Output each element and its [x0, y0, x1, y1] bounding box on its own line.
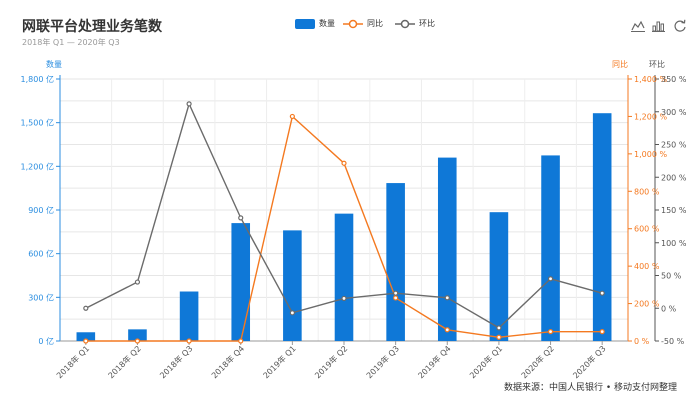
- data-point[interactable]: [238, 215, 244, 221]
- legend-item-yoy[interactable]: 同比: [343, 17, 388, 31]
- bar-series-quantity: [76, 113, 612, 341]
- legend-label: 环比: [419, 19, 435, 28]
- axes: [56, 75, 659, 345]
- bar[interactable]: [489, 212, 509, 341]
- bar[interactable]: [592, 113, 612, 341]
- data-point[interactable]: [599, 290, 605, 296]
- line-chart-icon[interactable]: [631, 20, 645, 32]
- source-note: 数据来源：中国人民银行 • 移动支付网整理: [503, 383, 677, 393]
- legend-label: 同比: [367, 19, 383, 28]
- bar-chart-icon[interactable]: [652, 21, 665, 32]
- left-tick-label: 900 亿: [28, 205, 54, 215]
- legend-item-qoq[interactable]: 环比: [395, 17, 440, 31]
- yoy-tick-label: 800 %: [634, 187, 660, 196]
- qoq-tick-label: 150 %: [661, 206, 687, 215]
- yoy-tick-label: 1,400 %: [634, 75, 667, 84]
- bar[interactable]: [179, 291, 199, 341]
- data-point[interactable]: [496, 334, 502, 340]
- left-tick-label: 0 亿: [38, 336, 54, 346]
- yoy-tick-label: 0 %: [634, 337, 650, 346]
- line-series-qoq: [83, 101, 605, 331]
- x-tick-label: 2020年 Q1: [467, 343, 504, 380]
- data-point[interactable]: [547, 276, 554, 282]
- left-tick-label: 600 亿: [28, 249, 54, 259]
- qoq-axis-label: 环比: [649, 59, 665, 69]
- bar[interactable]: [334, 213, 354, 341]
- x-tick-label: 2019年 Q2: [312, 343, 349, 380]
- chart-title: 网联平台处理业务笔数: [22, 19, 162, 35]
- yoy-tick-label: 600 %: [634, 225, 660, 234]
- bar[interactable]: [541, 155, 560, 341]
- left-tick-label: 300 亿: [28, 292, 54, 302]
- x-tick-label: 2019年 Q3: [364, 343, 401, 380]
- data-point[interactable]: [289, 113, 295, 120]
- legend-item-quantity[interactable]: 数量: [295, 17, 335, 31]
- line-series-yoy: [83, 113, 605, 344]
- left-tick-label: 1,500 亿: [21, 118, 54, 128]
- data-point[interactable]: [547, 329, 554, 335]
- bar[interactable]: [76, 332, 96, 341]
- x-tick-label: 2019年 Q1: [261, 343, 298, 380]
- data-point[interactable]: [496, 325, 502, 331]
- legend-qoq-line-swatch: [395, 19, 415, 29]
- x-tick-label: 2018年 Q2: [106, 343, 143, 380]
- legend-yoy-line-swatch: [343, 19, 363, 29]
- data-point[interactable]: [186, 338, 192, 344]
- qoq-tick-label: 0 %: [661, 304, 677, 313]
- x-tick-label: 2020年 Q3: [571, 343, 608, 380]
- data-point[interactable]: [289, 310, 295, 316]
- refresh-icon[interactable]: [674, 19, 686, 32]
- legend-bar-swatch: [295, 19, 315, 29]
- left-tick-label: 1,200 亿: [21, 161, 54, 171]
- chart-subtitle: 2018年 Q1 — 2020年 Q3: [22, 38, 120, 47]
- bar[interactable]: [128, 329, 147, 341]
- data-point[interactable]: [83, 305, 89, 311]
- bar[interactable]: [283, 230, 302, 341]
- left-axis-label: 数量: [46, 59, 62, 69]
- qoq-tick-label: 100 %: [661, 239, 687, 248]
- yoy-tick-label: 1,000 %: [634, 150, 667, 159]
- bar[interactable]: [231, 223, 251, 341]
- yoy-tick-label: 1,200 %: [634, 112, 667, 121]
- data-point[interactable]: [444, 295, 450, 301]
- data-point[interactable]: [444, 327, 450, 333]
- yoy-axis-label: 同比: [612, 59, 628, 69]
- qoq-tick-label: 300 %: [661, 108, 687, 117]
- toolbox-icons: [631, 19, 686, 32]
- yoy-tick-label: 200 %: [634, 300, 660, 309]
- left-tick-label: 1,800 亿: [21, 74, 54, 84]
- yoy-tick-label: 400 %: [634, 262, 660, 271]
- x-tick-label: 2019年 Q4: [416, 343, 453, 380]
- qoq-tick-label: 200 %: [661, 173, 687, 182]
- data-point[interactable]: [238, 338, 244, 344]
- legend-label: 数量: [319, 19, 335, 28]
- x-tick-label: 2020年 Q2: [519, 343, 556, 380]
- qoq-tick-label: 250 %: [661, 141, 687, 150]
- toolbox: [631, 18, 689, 37]
- x-tick-label: 2018年 Q1: [54, 343, 91, 380]
- data-point[interactable]: [134, 338, 141, 344]
- data-point[interactable]: [186, 101, 192, 107]
- bar[interactable]: [386, 183, 405, 341]
- data-point[interactable]: [83, 338, 89, 344]
- data-point[interactable]: [341, 295, 347, 302]
- x-tick-label: 2018年 Q4: [209, 343, 246, 380]
- data-point[interactable]: [393, 295, 399, 301]
- data-point[interactable]: [341, 160, 347, 166]
- qoq-tick-label: 50 %: [661, 272, 682, 281]
- qoq-tick-label: 350 %: [661, 75, 687, 84]
- data-point[interactable]: [134, 279, 141, 285]
- x-tick-label: 2018年 Q3: [158, 343, 195, 380]
- data-point[interactable]: [599, 329, 605, 335]
- qoq-tick-label: -50 %: [661, 337, 685, 346]
- bar[interactable]: [437, 157, 457, 341]
- data-point[interactable]: [393, 290, 399, 296]
